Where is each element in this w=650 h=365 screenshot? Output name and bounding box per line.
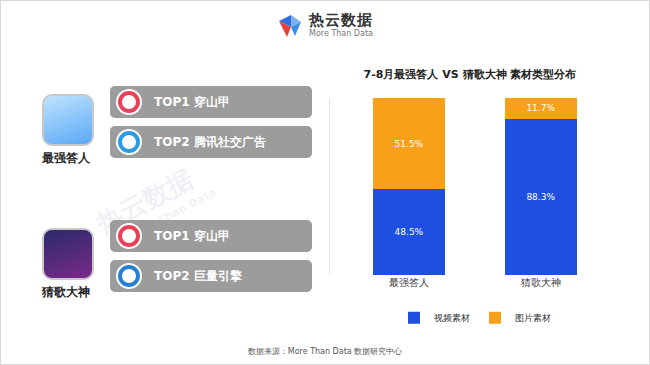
svg-text:51.5%: 51.5% (395, 139, 424, 149)
html-text:最强答人: 最强答人 (42, 151, 90, 165)
svg-text:7-8月最强答人 VS 猜歌大神 素材类型分布: 7-8月最强答人 VS 猜歌大神 素材类型分布 (364, 68, 577, 81)
svg-text:最强答人: 最强答人 (389, 277, 429, 288)
html-text:TOP1 穿山甲: TOP1 穿山甲 (154, 95, 230, 109)
html-text:猜歌大神: 猜歌大神 (42, 285, 90, 299)
svg-text:视频素材: 视频素材 (434, 313, 470, 323)
html-text:热云数据: 热云数据 (91, 163, 198, 239)
html-text:TOP2 巨量引擎: TOP2 巨量引擎 (154, 269, 242, 283)
html-text:More Than Data: More Than Data (124, 185, 219, 244)
svg-text:图片素材: 图片素材 (515, 313, 551, 323)
html-text:TOP2 腾讯社交广告: TOP2 腾讯社交广告 (154, 135, 266, 149)
svg-text:11.7%: 11.7% (526, 103, 555, 113)
svg-text:88.3%: 88.3% (526, 192, 555, 202)
html-text:热云数据: 热云数据 (309, 11, 373, 29)
html-text:More Than Data: More Than Data (309, 29, 373, 38)
svg-text:猜歌大神: 猜歌大神 (521, 277, 561, 288)
html-text:数据来源：More Than Data 数据研究中心: 数据来源：More Than Data 数据研究中心 (247, 347, 403, 356)
html-text:TOP1 穿山甲: TOP1 穿山甲 (154, 229, 230, 243)
svg-text:48.5%: 48.5% (395, 227, 424, 237)
